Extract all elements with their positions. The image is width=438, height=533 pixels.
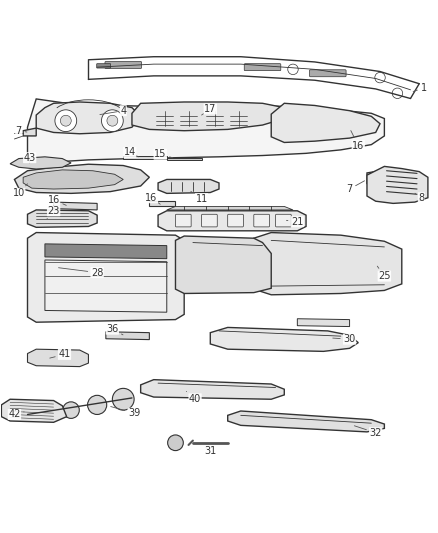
Polygon shape [28, 99, 385, 163]
FancyBboxPatch shape [105, 61, 141, 68]
FancyBboxPatch shape [254, 214, 269, 227]
Text: 31: 31 [204, 446, 216, 456]
Text: 41: 41 [50, 350, 71, 359]
Polygon shape [367, 171, 380, 184]
Polygon shape [23, 170, 123, 189]
Polygon shape [210, 327, 358, 351]
Polygon shape [158, 211, 306, 231]
Polygon shape [28, 349, 88, 367]
FancyBboxPatch shape [244, 63, 281, 71]
Polygon shape [271, 103, 380, 142]
Polygon shape [141, 379, 284, 399]
Polygon shape [36, 102, 141, 134]
Circle shape [107, 115, 118, 126]
Circle shape [88, 395, 107, 415]
Polygon shape [14, 164, 149, 193]
Circle shape [392, 88, 403, 99]
Text: 7: 7 [346, 181, 364, 194]
Polygon shape [45, 244, 167, 259]
Text: 39: 39 [111, 407, 140, 418]
Text: 42: 42 [8, 409, 24, 419]
Polygon shape [106, 332, 149, 340]
Text: 7: 7 [16, 126, 27, 136]
Circle shape [60, 115, 71, 126]
Text: 25: 25 [377, 266, 391, 281]
Text: 11: 11 [191, 191, 208, 204]
Polygon shape [176, 236, 271, 294]
Polygon shape [167, 158, 201, 160]
FancyBboxPatch shape [201, 214, 217, 227]
Circle shape [168, 435, 184, 450]
Text: 14: 14 [124, 148, 138, 157]
Polygon shape [1, 399, 67, 422]
Text: 23: 23 [47, 206, 60, 219]
Circle shape [113, 389, 134, 410]
Circle shape [102, 110, 123, 132]
Text: 16: 16 [47, 195, 66, 205]
Polygon shape [158, 180, 219, 193]
FancyBboxPatch shape [310, 70, 346, 77]
Polygon shape [28, 232, 184, 322]
Polygon shape [167, 206, 293, 210]
Polygon shape [123, 156, 167, 158]
Polygon shape [228, 411, 385, 432]
Circle shape [375, 72, 385, 83]
Polygon shape [23, 128, 36, 136]
Text: 40: 40 [186, 391, 201, 404]
Text: 8: 8 [415, 193, 424, 203]
FancyBboxPatch shape [228, 214, 244, 227]
Polygon shape [10, 157, 71, 169]
Text: 17: 17 [201, 104, 216, 115]
Polygon shape [367, 166, 428, 204]
FancyBboxPatch shape [176, 214, 191, 227]
Text: 10: 10 [13, 184, 28, 198]
Circle shape [55, 110, 77, 132]
Polygon shape [297, 319, 350, 327]
Text: 4: 4 [100, 106, 126, 116]
FancyBboxPatch shape [276, 214, 291, 227]
Text: 1: 1 [413, 83, 427, 93]
Text: 16: 16 [145, 193, 160, 204]
Text: 16: 16 [351, 131, 364, 150]
Polygon shape [45, 260, 167, 312]
Polygon shape [28, 210, 97, 228]
Circle shape [63, 402, 79, 418]
Polygon shape [53, 202, 97, 210]
Circle shape [288, 64, 298, 75]
Text: 28: 28 [59, 268, 103, 278]
Polygon shape [149, 201, 176, 206]
Polygon shape [254, 232, 402, 295]
Text: 36: 36 [106, 324, 123, 335]
Text: 32: 32 [354, 426, 382, 438]
FancyBboxPatch shape [97, 63, 111, 68]
Text: 43: 43 [24, 152, 36, 163]
Text: 21: 21 [286, 217, 304, 227]
Text: 30: 30 [333, 334, 356, 344]
Polygon shape [132, 102, 284, 131]
Text: 15: 15 [154, 149, 173, 159]
